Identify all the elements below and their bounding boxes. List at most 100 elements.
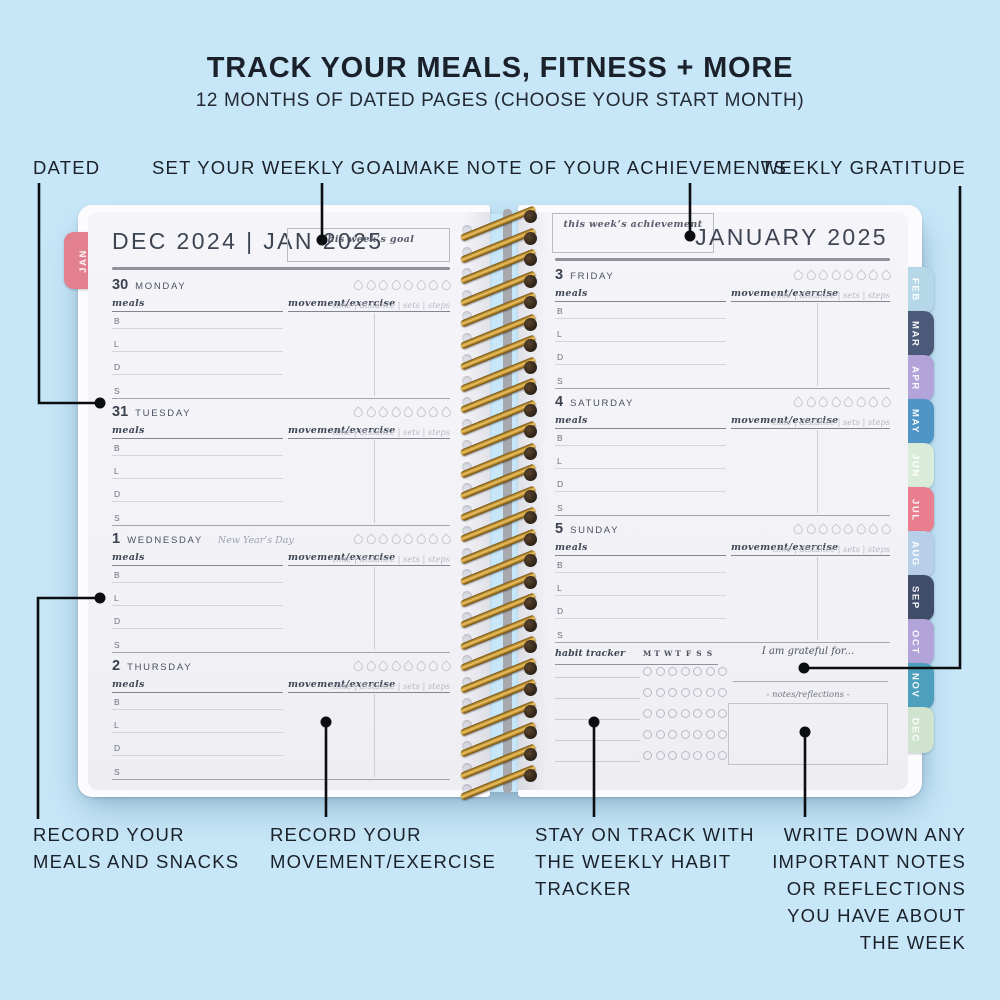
spiral-coil [458,205,544,242]
month-tab-label: OCT [909,629,921,655]
spiral-coil [458,699,544,736]
water-droplet-icon [402,533,415,546]
movement-label: movement/exercise [731,288,839,299]
habit-circle [680,730,690,739]
meals-label: meals [112,425,145,436]
coil-hole-left [462,612,472,622]
gratitude-writing-line [733,681,888,682]
spiral-coil [458,484,544,521]
water-droplet-icon [389,406,402,419]
stats-divider [817,303,818,386]
coil-hole-left [462,311,472,321]
meal-row-b: B [114,697,120,707]
coil-hole-right [524,532,537,546]
spiral-coil [458,570,544,607]
water-droplet-icon [867,269,880,282]
coil-hole-right [524,597,537,610]
water-droplet-icon [817,269,830,282]
day-header: 30 MONDAY [112,277,186,293]
habit-circle [693,730,702,739]
day-block: 5 SUNDAY meals movement/exercise time | dist… [555,516,892,643]
meal-row-s: S [557,502,563,513]
day-number: 3 [555,267,564,283]
spiral-coil [458,420,544,457]
coil-hole-right [524,253,537,266]
water-droplet-icon [352,533,365,546]
coil-hole-left [462,289,472,300]
meal-writing-line [555,572,726,573]
spiral-coil [458,463,544,500]
spiral-coil [458,506,544,543]
water-droplet-icon [842,396,855,409]
movement-underline [288,692,450,694]
coil-hole-right [524,769,537,782]
coil-hole-right [524,317,537,331]
movement-label: movement/exercise [731,542,839,553]
water-tracker [352,279,452,292]
coil-hole-left [462,698,472,708]
water-droplet-icon [364,533,377,546]
stats-label: time | distance | sets | steps [772,290,890,300]
habit-circle [655,667,665,676]
day-block: 3 FRIDAY meals movement/exercise time | dist… [555,262,892,389]
coil-hole-right [524,210,537,223]
stats-label: time | distance | sets | steps [332,427,450,437]
coil-hole-right [524,704,537,718]
water-droplet-icon [389,279,402,292]
coil-hole-left [462,719,472,730]
meal-row-s: S [114,766,120,777]
water-droplet-icon [439,660,452,673]
water-droplet-icon [414,279,427,292]
water-droplet-icon [842,269,855,282]
meal-row-s: S [114,512,120,523]
right-day-list: 3 FRIDAY meals movement/exercise time | dist… [555,262,892,643]
annotation-line-text: THE WEEK [859,932,966,953]
water-droplet-icon [352,406,365,419]
habit-day-letter: T [654,649,660,658]
movement-label: movement/exercise [288,298,396,309]
water-droplet-icon [427,279,440,292]
coil-hole-left [462,547,472,558]
annotation-line-text: WRITE DOWN ANY [783,824,966,845]
habit-circle [655,688,665,697]
meals-label: meals [555,542,588,553]
day-name: WEDNESDAY [127,535,203,546]
movement-underline [288,311,450,313]
meal-row-b: B [114,570,120,580]
water-droplet-icon [389,660,402,673]
spiral-coil [458,291,544,328]
water-droplet-icon [817,396,830,409]
coil-hole-right [524,274,537,288]
water-droplet-icon [377,406,390,419]
water-droplet-icon [829,396,842,409]
coil-hole-right [524,554,537,567]
water-droplet-icon [829,523,842,536]
coil-hole-left [462,676,472,687]
water-droplet-icon [352,279,365,292]
day-name: MONDAY [135,281,187,292]
annotation-line-text: STAY ON TRACK WITH [535,824,755,845]
month-tab-label: MAR [909,320,921,348]
meal-row-l: L [114,466,119,477]
coil-hole-left [462,375,472,386]
month-tab-label: JUL [909,498,921,522]
day-block: 2 THURSDAY meals movement/exercise time | di… [112,653,452,780]
meal-row-d: D [114,616,121,627]
water-droplet-icon [879,523,892,536]
meal-row-l: L [114,720,119,731]
coil-hole-right [524,360,537,374]
annotation-achievements: MAKE NOTE OF YOUR ACHIEVEMENTS [403,157,788,178]
day-number: 2 [112,658,121,674]
habit-tracker-label: habit tracker [555,648,625,659]
water-droplet-icon [439,279,452,292]
habit-name-line [555,698,640,699]
meal-writing-line [112,351,283,353]
gratitude-label: I am grateful for... [761,646,855,657]
month-tab-label: APR [909,365,921,391]
meal-row-b: B [557,560,563,570]
meal-writing-line [112,709,283,710]
stats-label: time | distance | sets | steps [332,554,450,564]
habit-circle [680,688,690,697]
meal-row-b: B [557,306,563,316]
